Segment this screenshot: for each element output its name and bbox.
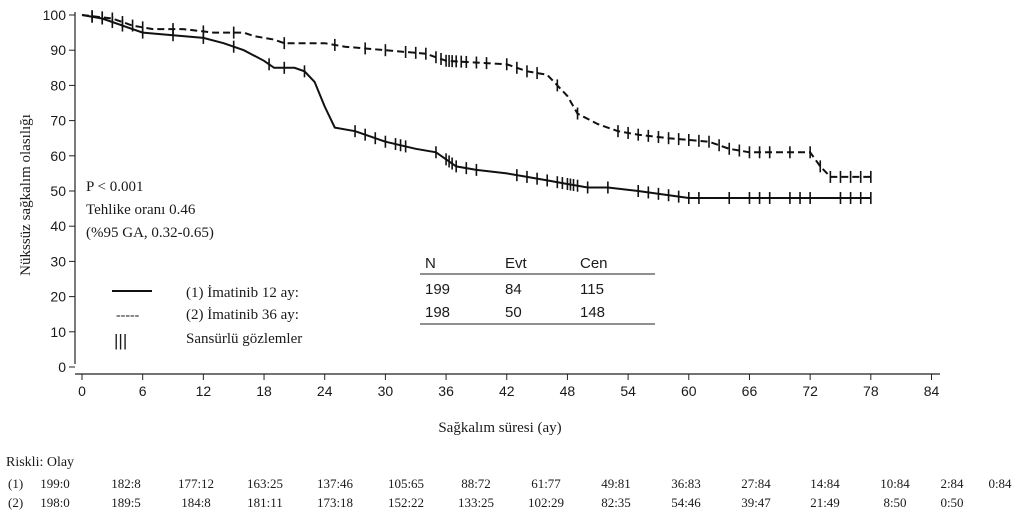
y-tick-label: 80 xyxy=(50,77,66,93)
summary-cell: 199 xyxy=(425,281,450,298)
risk-cell: 88:72 xyxy=(461,476,491,491)
risk-cell: 49:81 xyxy=(601,476,631,491)
summary-header-n: N xyxy=(425,255,436,272)
legend-censor-symbol: ||| xyxy=(114,331,127,350)
x-ticks: 0 6 12 18 24 30 36 42 48 54 60 66 72 78 84 xyxy=(78,374,939,399)
legend-series2-label: (2) İmatinib 36 ay: xyxy=(186,307,299,323)
risk-cell: 181:11 xyxy=(247,495,283,510)
y-tick-label: 60 xyxy=(50,148,66,164)
x-tick-label: 12 xyxy=(196,383,212,399)
risk-cell: 10:84 xyxy=(880,476,910,491)
summary-cell: 198 xyxy=(425,304,450,321)
risk-cell: 8:50 xyxy=(883,495,906,510)
risk-cell: 0:84 xyxy=(988,476,1012,491)
axes xyxy=(74,12,940,375)
risk-table-title: Riskli: Olay xyxy=(6,455,74,470)
series-2-curve xyxy=(81,14,871,178)
x-tick-label: 36 xyxy=(438,383,454,399)
p-value: P < 0.001 xyxy=(86,179,144,195)
risk-row-label: (1) xyxy=(8,476,23,491)
risk-cell: 82:35 xyxy=(601,495,631,510)
risk-cell: 61:77 xyxy=(531,476,561,491)
y-tick-label: 0 xyxy=(58,359,66,375)
summary-cell: 50 xyxy=(505,304,522,321)
y-tick-label: 50 xyxy=(50,183,66,199)
legend-censored-label: Sansürlü gözlemler xyxy=(186,331,302,347)
risk-cell: 54:46 xyxy=(671,495,701,510)
x-tick-label: 18 xyxy=(256,383,272,399)
risk-cell: 152:22 xyxy=(388,495,424,510)
risk-cell: 14:84 xyxy=(810,476,840,491)
x-tick-label: 48 xyxy=(560,383,576,399)
y-tick-label: 10 xyxy=(50,324,66,340)
hazard-ratio: Tehlike oranı 0.46 xyxy=(86,202,196,218)
x-tick-label: 78 xyxy=(863,383,879,399)
x-tick-label: 72 xyxy=(802,383,818,399)
legend-dash-sample: ----- xyxy=(116,308,140,323)
x-tick-label: 84 xyxy=(924,383,940,399)
y-tick-label: 90 xyxy=(50,42,66,58)
risk-cell: 102:29 xyxy=(528,495,564,510)
series-group xyxy=(81,10,872,205)
risk-row-label: (2) xyxy=(8,495,23,510)
x-tick-label: 30 xyxy=(378,383,394,399)
y-tick-label: 40 xyxy=(50,218,66,234)
risk-cell: 105:65 xyxy=(388,476,424,491)
risk-table: (1) 199:0 182:8 177:12 163:25 137:46 105:65 88:… xyxy=(8,476,1012,510)
summary-header-evt: Evt xyxy=(505,255,528,272)
y-tick-label: 30 xyxy=(50,253,66,269)
x-tick-label: 60 xyxy=(681,383,697,399)
legend-series1-label: (1) İmatinib 12 ay: xyxy=(186,285,299,301)
summary-cell: 84 xyxy=(505,281,522,298)
summary-cell: 148 xyxy=(580,304,605,321)
summary-header-cen: Cen xyxy=(580,255,608,272)
risk-cell: 199:0 xyxy=(40,476,70,491)
risk-cell: 0:50 xyxy=(940,495,963,510)
y-axis-label: Nükssüz sağkalım olasılığı xyxy=(18,114,34,276)
x-tick-label: 54 xyxy=(620,383,636,399)
y-tick-label: 100 xyxy=(43,7,67,23)
risk-cell: 27:84 xyxy=(741,476,771,491)
summary-cell: 115 xyxy=(580,281,604,298)
risk-cell: 182:8 xyxy=(111,476,141,491)
risk-cell: 189:5 xyxy=(111,495,141,510)
x-tick-label: 0 xyxy=(78,383,86,399)
risk-cell: 2:84 xyxy=(940,476,964,491)
y-tick-label: 70 xyxy=(50,113,66,129)
risk-cell: 177:12 xyxy=(178,476,214,491)
x-tick-label: 42 xyxy=(499,383,515,399)
x-axis-label: Sağkalım süresi (ay) xyxy=(438,420,561,436)
x-tick-label: 6 xyxy=(139,383,147,399)
risk-cell: 163:25 xyxy=(247,476,283,491)
risk-cell: 198:0 xyxy=(40,495,70,510)
legend: (1) İmatinib 12 ay: ----- (2) İmatinib 3… xyxy=(112,285,302,350)
risk-cell: 133:25 xyxy=(458,495,494,510)
x-tick-label: 24 xyxy=(317,383,333,399)
risk-cell: 39:47 xyxy=(741,495,771,510)
summary-table: N Evt Cen 199 84 115 198 50 148 xyxy=(420,255,655,325)
risk-cell: 21:49 xyxy=(810,495,840,510)
risk-cell: 184:8 xyxy=(181,495,211,510)
risk-cell: 137:46 xyxy=(317,476,354,491)
y-tick-label: 20 xyxy=(50,289,66,305)
risk-cell: 36:83 xyxy=(671,476,701,491)
confidence-interval: (%95 GA, 0.32-0.65) xyxy=(86,225,214,241)
x-tick-label: 66 xyxy=(742,383,758,399)
y-ticks: 0 10 20 30 40 50 60 70 80 90 100 xyxy=(43,7,75,375)
risk-cell: 173:18 xyxy=(317,495,353,510)
